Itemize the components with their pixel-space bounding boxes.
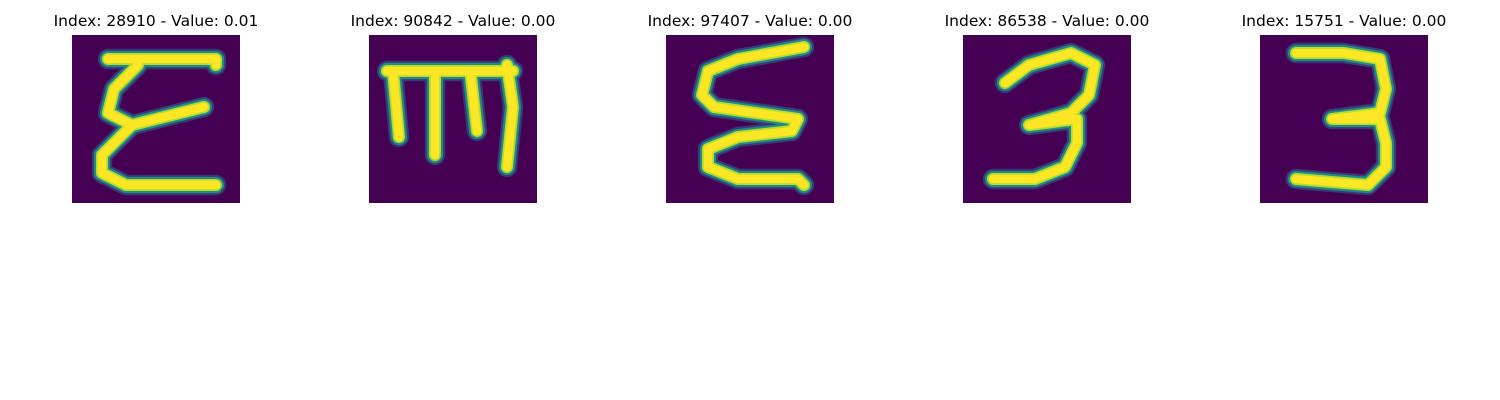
sigma-stroke-glyph (691, 36, 815, 196)
m-stroke-glyph (376, 54, 524, 178)
panel-title: Index: 97407 - Value: 0.00 (647, 12, 853, 30)
digit-image-3 (666, 35, 834, 203)
image-panel-3: Index: 97407 - Value: 0.00 (610, 0, 890, 210)
glyph-stroke-layer (1291, 48, 1391, 190)
digit-image-1 (72, 35, 240, 203)
panel-title: Index: 28910 - Value: 0.01 (53, 12, 259, 30)
digit-image-4 (963, 35, 1131, 203)
panel-title: Index: 15751 - Value: 0.00 (1241, 12, 1447, 30)
glyph-stroke-layer (988, 48, 1100, 184)
digit-image-5 (1260, 35, 1428, 203)
glyph-stroke-layer (382, 60, 518, 172)
three-stroke-glyph (1285, 42, 1397, 196)
image-panel-4: Index: 86538 - Value: 0.00 (907, 0, 1187, 210)
epsilon-stroke-glyph (91, 48, 227, 196)
image-panel-2: Index: 90842 - Value: 0.00 (313, 0, 593, 210)
panel-title: Index: 86538 - Value: 0.00 (944, 12, 1150, 30)
panel-title: Index: 90842 - Value: 0.00 (350, 12, 556, 30)
three-stroke-glyph (982, 42, 1106, 190)
image-panel-5: Index: 15751 - Value: 0.00 (1204, 0, 1484, 210)
image-panel-1: Index: 28910 - Value: 0.01 (16, 0, 296, 210)
digit-image-2 (369, 35, 537, 203)
glyph-stroke-layer (97, 54, 221, 190)
glyph-stroke-layer (697, 42, 809, 190)
